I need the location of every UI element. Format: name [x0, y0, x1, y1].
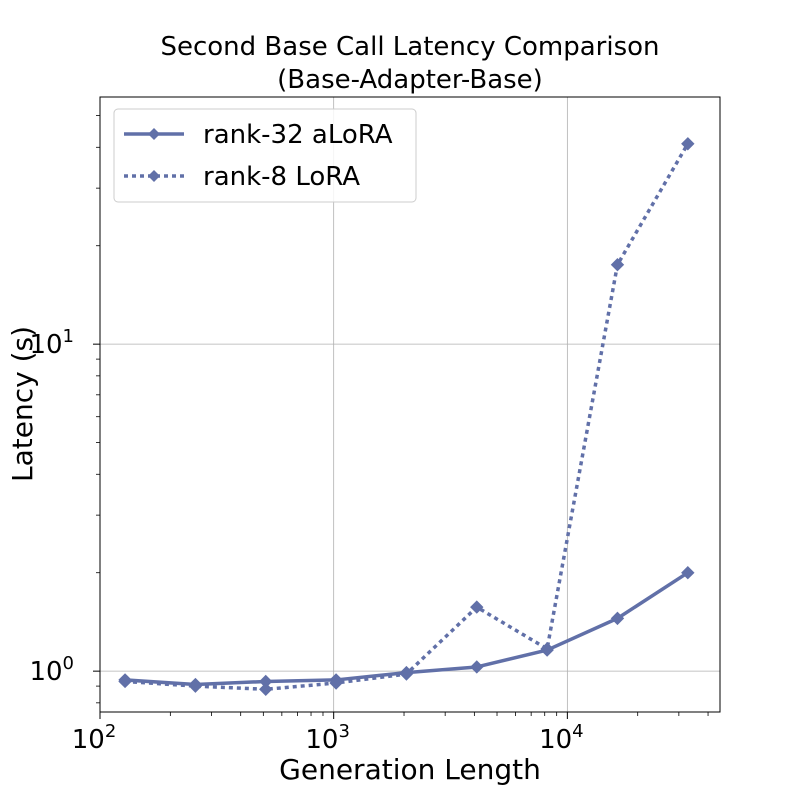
legend-label: rank-8 LoRA	[203, 162, 360, 192]
chart-title: Second Base Call Latency Comparison	[160, 32, 659, 62]
data-point-marker	[681, 566, 695, 580]
legend-box	[113, 108, 417, 203]
legend: rank-32 aLoRA rank-8 LoRA	[113, 108, 417, 203]
data-point-marker	[399, 667, 414, 681]
y-tick-label: 100	[29, 653, 74, 687]
plot-frame	[99, 96, 721, 713]
data-point-marker	[470, 600, 484, 614]
minor-ticks	[93, 115, 709, 719]
x-tick-label: 102	[72, 721, 117, 755]
x-axis-label: Generation Length	[279, 753, 541, 786]
y-axis-label: Latency (s)	[6, 326, 39, 482]
y-tick-label: 101	[29, 326, 74, 360]
legend-marker	[148, 128, 160, 140]
data-point-marker	[470, 660, 484, 674]
data-point-marker	[118, 674, 132, 689]
x-tick-label: 103	[305, 721, 350, 755]
data-point-marker	[610, 611, 625, 626]
data-point-marker	[329, 676, 343, 690]
data-point-marker	[540, 642, 554, 656]
chart-subtitle: (Base-Adapter-Base)	[277, 65, 543, 95]
data-point-marker	[681, 137, 695, 151]
data-point-marker	[259, 682, 273, 697]
x-tick-label: 104	[539, 721, 584, 755]
legend-label: rank-32 aLoRA	[203, 120, 393, 150]
data-point-marker	[610, 257, 625, 272]
data-point-marker	[188, 679, 203, 693]
legend-marker	[148, 170, 160, 182]
data-series	[118, 137, 695, 697]
tick-labels: 102 103 104 100 101	[29, 326, 583, 755]
